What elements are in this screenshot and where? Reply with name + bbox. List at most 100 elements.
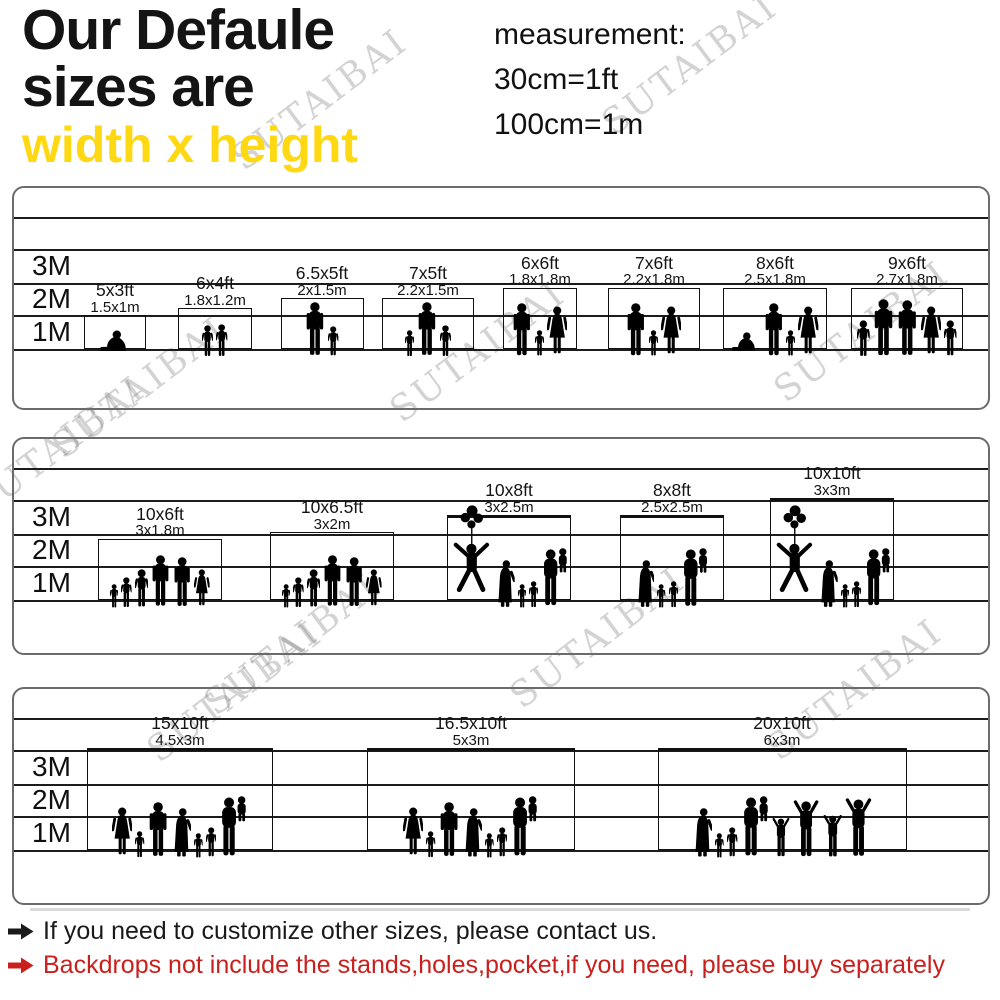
size-label-ft: 6x4ft (196, 273, 234, 294)
person-silhouette-woman (661, 306, 681, 357)
measurement-heading: measurement: (494, 18, 686, 51)
row-label-1m: 1M (32, 817, 71, 848)
person-silhouette-child (841, 584, 849, 608)
grid-line (14, 349, 988, 351)
size-label-ft: 7x6ft (635, 252, 673, 273)
person-silhouette-child (121, 577, 132, 608)
person-silhouette-manchild (219, 795, 248, 858)
person-silhouette-child (715, 833, 724, 859)
person-silhouette-jumper (449, 504, 492, 592)
page-title: Our Defaule sizes are width x height (22, 2, 358, 174)
person-silhouette-child (529, 581, 538, 608)
note-customize: If you need to customize other sizes, pl… (8, 914, 945, 948)
person-silhouette-child (216, 324, 227, 357)
person-silhouette-grandma (171, 807, 191, 858)
title-highlight: width x height (22, 117, 359, 173)
note-text: If you need to customize other sizes, pl… (43, 916, 658, 945)
size-label-ft: 10x10ft (803, 463, 861, 483)
title-line-1: Our Defaule (22, 0, 335, 62)
person-silhouette-grandma (818, 559, 838, 608)
note-text: Backdrops not include the stands,holes,p… (43, 950, 945, 979)
size-label-ft: 10x6ft (136, 503, 184, 524)
person-silhouette-man (173, 557, 191, 608)
size-label-m: 3x3m (813, 481, 851, 499)
size-label-m: 2.5x1.8m (744, 271, 806, 289)
person-silhouette-man (439, 802, 459, 858)
person-silhouette-child (669, 581, 678, 608)
person-silhouette-man (873, 299, 894, 357)
row-label-3m: 3M (32, 501, 71, 532)
person-silhouette-child (852, 581, 861, 608)
size-label-ft: 9x6ft (888, 252, 926, 273)
size-label-m: 3x2.5m (484, 498, 534, 516)
size-label-m: 2.5x2.5m (641, 498, 703, 516)
person-silhouette-child (518, 584, 526, 608)
person-silhouette-child (110, 584, 118, 608)
grid-line (14, 534, 988, 536)
person-silhouette-grandma (692, 807, 712, 858)
size-label-ft: 20x10ft (753, 713, 811, 733)
size-chart-panel: 3M 2M 1M 10x6ft 3x1.8m 10x6.5ft 3x2m 10x8ft 3x2.… (12, 437, 990, 655)
size-label-m: 5x3m (452, 731, 490, 749)
person-silhouette-child (194, 833, 203, 859)
person-silhouette-child (293, 577, 304, 608)
person-silhouette-grandma (495, 559, 515, 608)
size-box (280, 298, 364, 349)
person-silhouette-child (649, 330, 658, 357)
measurement-conversion: 100cm=1m (494, 108, 644, 141)
person-silhouette-child (727, 827, 737, 858)
person-silhouette-man (305, 302, 325, 357)
size-box (177, 308, 253, 349)
person-silhouette-manchild (510, 795, 539, 858)
size-label-ft: 10x8ft (485, 480, 533, 500)
person-silhouette-man (764, 303, 784, 357)
row-label-1m: 1M (32, 567, 71, 598)
size-label-m: 3x1.8m (135, 522, 185, 540)
person-silhouette-cheer (793, 799, 819, 859)
size-label-m: 2.2x1.8m (623, 271, 685, 289)
size-label-m: 1.5x1m (90, 298, 140, 316)
grid-line (14, 500, 988, 502)
row-label-2m: 2M (32, 534, 71, 565)
size-label-ft: 7x5ft (409, 263, 447, 283)
person-silhouette-manchild (741, 795, 770, 858)
person-silhouette-child (786, 330, 795, 357)
grid-line (14, 249, 988, 251)
person-silhouette-manchild (681, 547, 709, 608)
row-label-3m: 3M (32, 250, 71, 281)
measurement-note: measurement: 30cm=1ft 100cm=1m (494, 12, 686, 147)
arrow-right-icon (8, 923, 34, 939)
person-silhouette-child (405, 330, 414, 357)
size-label-ft: 15x10ft (151, 713, 209, 733)
person-silhouette-manchild (541, 547, 569, 608)
person-silhouette-child (202, 325, 213, 357)
person-silhouette-man (626, 303, 646, 357)
person-silhouette-man (151, 555, 170, 608)
grid-line (14, 816, 988, 818)
person-silhouette-woman (366, 569, 382, 608)
person-silhouette-cheer (772, 817, 790, 858)
size-label-ft: 16.5x10ft (435, 713, 507, 733)
person-silhouette-child (135, 831, 144, 858)
person-silhouette-child (426, 831, 435, 858)
person-silhouette-manchild (864, 547, 892, 608)
person-silhouette-man (345, 557, 363, 608)
row-label-2m: 2M (32, 784, 71, 815)
size-label-m: 2.7x1.8m (876, 271, 938, 289)
size-chart-panel: 3M 2M 1M 15x10ft 4.5x3m 16.5x10ft 5x3m 20x10ft 6… (12, 687, 990, 905)
grid-line (14, 468, 988, 470)
person-silhouette-child (657, 584, 665, 608)
person-silhouette-man (512, 303, 532, 357)
person-silhouette-grandma (635, 559, 655, 608)
row-label-1m: 1M (32, 316, 71, 347)
person-silhouette-grandma (462, 807, 482, 858)
person-silhouette-child (535, 330, 544, 357)
size-chart-panel: 3M 2M 1M 5x3ft 1.5x1m 6x4ft 1.8x1.2m 6.5x5ft 2x1… (12, 186, 990, 410)
person-silhouette-child (282, 584, 290, 608)
person-silhouette-child (944, 320, 956, 357)
person-silhouette-child (206, 827, 216, 858)
person-silhouette-woman (403, 807, 423, 858)
title-line-2: sizes are (22, 55, 255, 119)
size-label-m: 4.5x3m (155, 731, 205, 749)
